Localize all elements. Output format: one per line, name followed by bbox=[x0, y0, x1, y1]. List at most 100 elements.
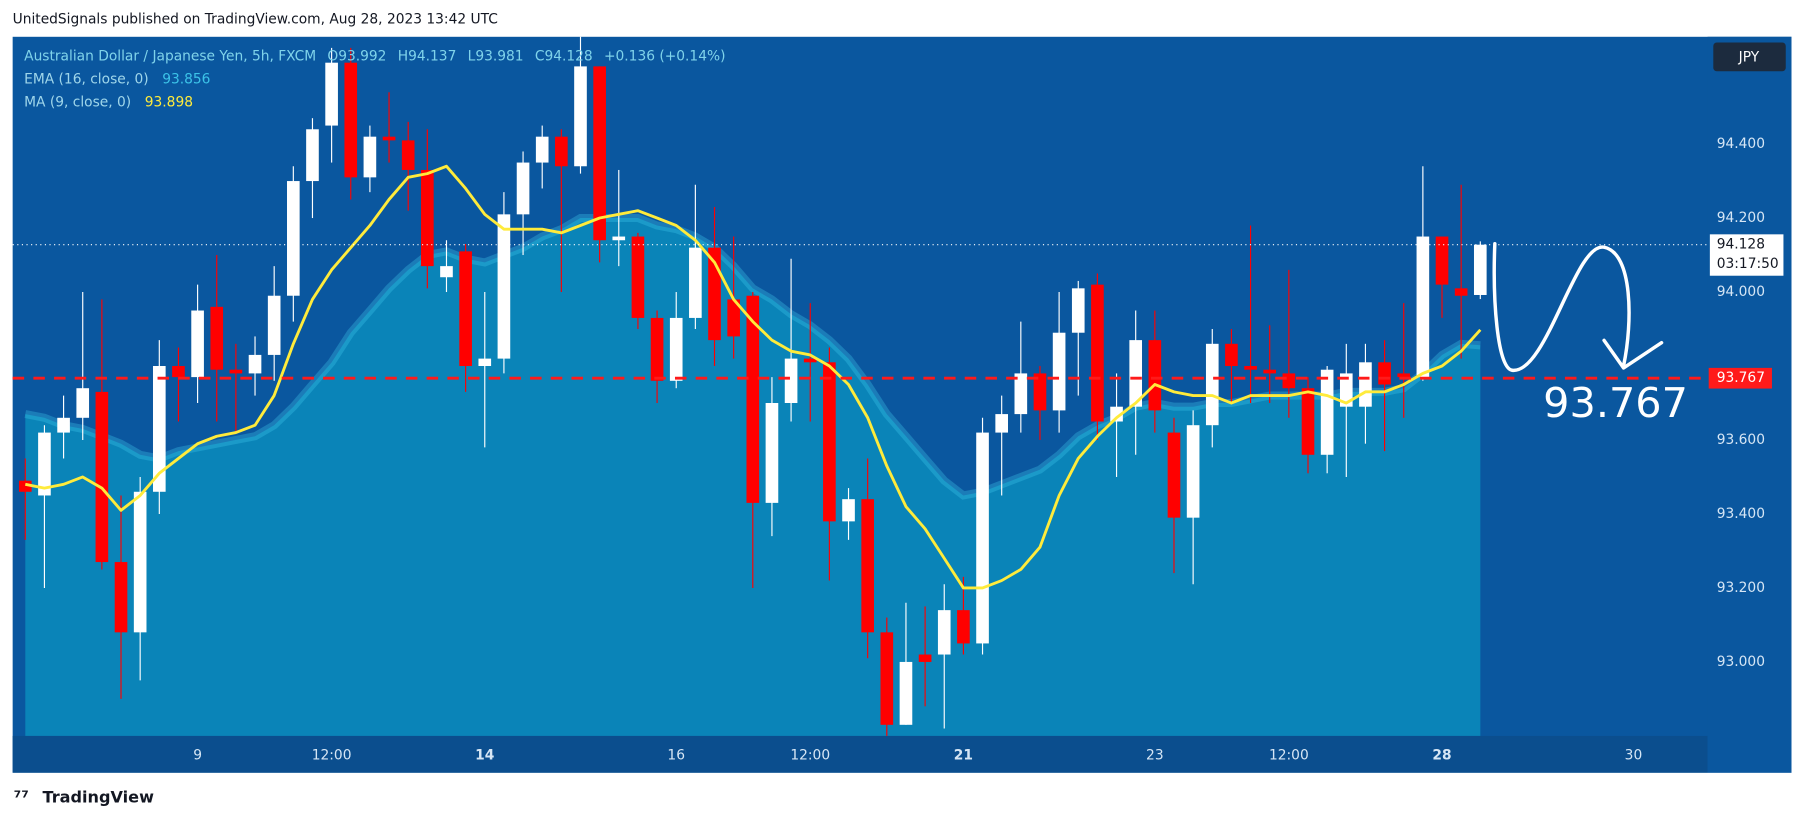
candle-body bbox=[344, 62, 358, 178]
candle-body bbox=[593, 66, 606, 241]
candle-body bbox=[1033, 373, 1047, 411]
y-tick-label: 93.400 bbox=[1717, 506, 1765, 522]
candle-body bbox=[650, 317, 664, 381]
candle-body bbox=[325, 62, 338, 126]
footer-logo-mark: ⁷⁷ bbox=[14, 788, 29, 808]
candle-body bbox=[1301, 388, 1315, 455]
candle-body bbox=[76, 388, 90, 418]
x-tick-label: 16 bbox=[667, 747, 685, 763]
candle-body bbox=[1378, 362, 1391, 385]
candle-body bbox=[1014, 373, 1028, 415]
candle-body bbox=[38, 432, 51, 496]
candle-body bbox=[727, 299, 740, 337]
candle-body bbox=[803, 358, 817, 363]
candle-body bbox=[1205, 343, 1219, 426]
price-annotation: 93.767 bbox=[1543, 379, 1688, 427]
candle-body bbox=[497, 214, 511, 359]
ohlc-open: O93.992 bbox=[327, 48, 386, 64]
last-price-label: 94.128 bbox=[1717, 237, 1765, 253]
candle-body bbox=[306, 129, 319, 182]
candle-body bbox=[1397, 373, 1411, 378]
ohlc-high: H94.137 bbox=[398, 48, 457, 64]
candle-body bbox=[1320, 369, 1334, 455]
candle-body bbox=[1071, 288, 1085, 333]
candle-body bbox=[114, 562, 128, 633]
countdown-label: 03:17:50 bbox=[1717, 256, 1779, 272]
ema-legend: EMA (16, close, 0) 93.856 bbox=[24, 71, 210, 87]
last-price-box bbox=[1709, 234, 1784, 276]
y-tick-label: 94.000 bbox=[1717, 284, 1765, 300]
candle-body bbox=[516, 162, 530, 215]
candle-body bbox=[1167, 432, 1181, 518]
candle-body bbox=[746, 295, 760, 503]
x-tick-label: 28 bbox=[1432, 747, 1451, 763]
ohlc-close: C94.128 bbox=[535, 48, 593, 64]
candle-body bbox=[689, 247, 702, 318]
candle-body bbox=[1129, 340, 1143, 407]
candle-body bbox=[95, 391, 109, 563]
y-tick-label: 93.200 bbox=[1717, 580, 1765, 596]
candle-body bbox=[899, 661, 913, 725]
plot-area bbox=[18, 36, 1487, 736]
y-tick-label: 94.400 bbox=[1717, 136, 1765, 152]
candle-body bbox=[401, 140, 415, 170]
currency-button[interactable] bbox=[1713, 42, 1786, 72]
candle-body bbox=[842, 499, 855, 522]
candle-body bbox=[1052, 332, 1066, 411]
candle-body bbox=[287, 181, 300, 296]
ma-name: MA (9, close, 0) bbox=[24, 94, 131, 110]
drawn-arrow bbox=[1492, 242, 1664, 372]
candle-body bbox=[612, 236, 626, 241]
x-tick-label: 14 bbox=[475, 747, 494, 763]
y-tick-label: 93.600 bbox=[1717, 432, 1765, 448]
candle-body bbox=[765, 402, 779, 503]
candle-body bbox=[631, 236, 645, 318]
candle-body bbox=[574, 66, 587, 167]
y-tick-label: 93.000 bbox=[1717, 654, 1765, 670]
candle-body bbox=[440, 266, 453, 278]
candle-body bbox=[1148, 340, 1162, 411]
x-tick-label: 23 bbox=[1146, 747, 1164, 763]
currency-label[interactable]: JPY bbox=[1738, 49, 1760, 65]
candle-body bbox=[478, 358, 492, 367]
ema-value: 93.856 bbox=[162, 71, 210, 87]
candle-body bbox=[1186, 425, 1200, 518]
candle-body bbox=[152, 366, 166, 492]
candle-body bbox=[1091, 284, 1104, 422]
candle-body bbox=[1225, 343, 1238, 367]
candle-body bbox=[995, 414, 1008, 433]
x-tick-label: 12:00 bbox=[312, 747, 352, 763]
candle-body bbox=[1473, 244, 1487, 295]
candle-body bbox=[1416, 236, 1430, 378]
candle-body bbox=[1282, 373, 1296, 389]
ma-legend: MA (9, close, 0) 93.898 bbox=[24, 94, 193, 110]
candle-body bbox=[1110, 406, 1123, 422]
price-axis bbox=[1707, 36, 1792, 773]
candle-body bbox=[248, 354, 262, 374]
candle-body bbox=[669, 317, 683, 381]
candle-body bbox=[191, 310, 204, 378]
x-tick-label: 12:00 bbox=[1269, 747, 1309, 763]
x-tick-label: 12:00 bbox=[790, 747, 830, 763]
candle-body bbox=[210, 306, 224, 370]
candle-body bbox=[1263, 369, 1277, 374]
candle-body bbox=[1359, 362, 1372, 407]
candle-body bbox=[937, 610, 951, 655]
candle-body bbox=[918, 654, 932, 662]
candle-body bbox=[133, 491, 147, 633]
candle-body bbox=[823, 362, 836, 522]
candle-body bbox=[57, 417, 70, 433]
price-line-box bbox=[1708, 367, 1772, 389]
candle-body bbox=[363, 136, 377, 178]
ohlc-low: L93.981 bbox=[468, 48, 524, 64]
ma-line bbox=[25, 164, 1482, 590]
candle-body bbox=[1339, 373, 1353, 407]
candle-body bbox=[555, 136, 568, 167]
publish-header: UnitedSignals published on TradingView.c… bbox=[13, 12, 498, 28]
candle-body bbox=[382, 136, 396, 141]
candle-body bbox=[1435, 236, 1449, 285]
time-axis bbox=[12, 735, 1708, 773]
ma-value: 93.898 bbox=[145, 94, 193, 110]
candle-body bbox=[172, 366, 185, 378]
